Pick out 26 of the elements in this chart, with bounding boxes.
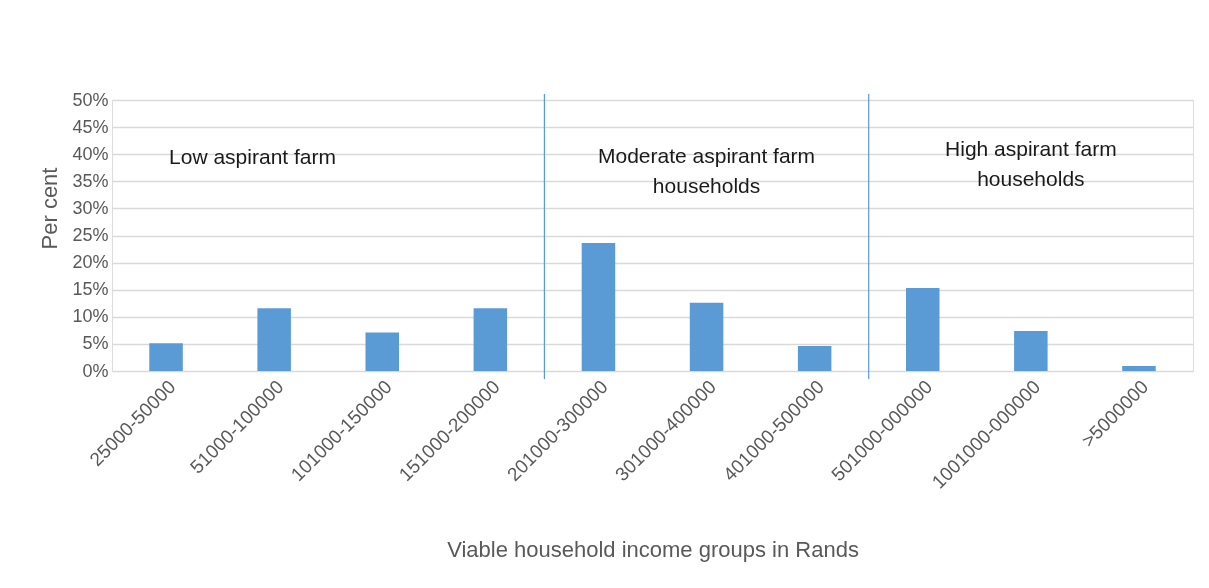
y-tick-label: 45% xyxy=(72,116,109,137)
bar xyxy=(257,308,291,371)
bar xyxy=(365,332,400,371)
y-axis-title: Per cent xyxy=(37,167,63,250)
bar xyxy=(1122,366,1156,371)
bar xyxy=(797,346,832,371)
y-tick-label: 40% xyxy=(72,143,109,164)
bar xyxy=(905,288,940,371)
bar xyxy=(581,243,616,371)
x-axis-title: Viable household income groups in Rands xyxy=(447,536,859,562)
y-tick-label: 35% xyxy=(72,170,109,191)
y-tick-label: 20% xyxy=(72,252,109,273)
bar xyxy=(473,308,508,371)
annotation: Low aspirant farm xyxy=(169,145,336,168)
bar xyxy=(1014,330,1048,371)
y-tick-label: 50% xyxy=(72,89,109,110)
y-tick-label: 10% xyxy=(72,306,109,327)
y-tick-label: 5% xyxy=(82,333,109,354)
bar xyxy=(149,343,183,371)
y-tick-label: 15% xyxy=(72,279,109,300)
annotation: Moderate aspirant farm households xyxy=(598,144,816,197)
bar xyxy=(689,302,724,371)
y-tick-label: 30% xyxy=(72,197,109,218)
y-tick-label: 25% xyxy=(72,225,109,245)
annotation: High aspirant farm households xyxy=(945,137,1117,190)
y-tick-label: 0% xyxy=(82,360,109,381)
